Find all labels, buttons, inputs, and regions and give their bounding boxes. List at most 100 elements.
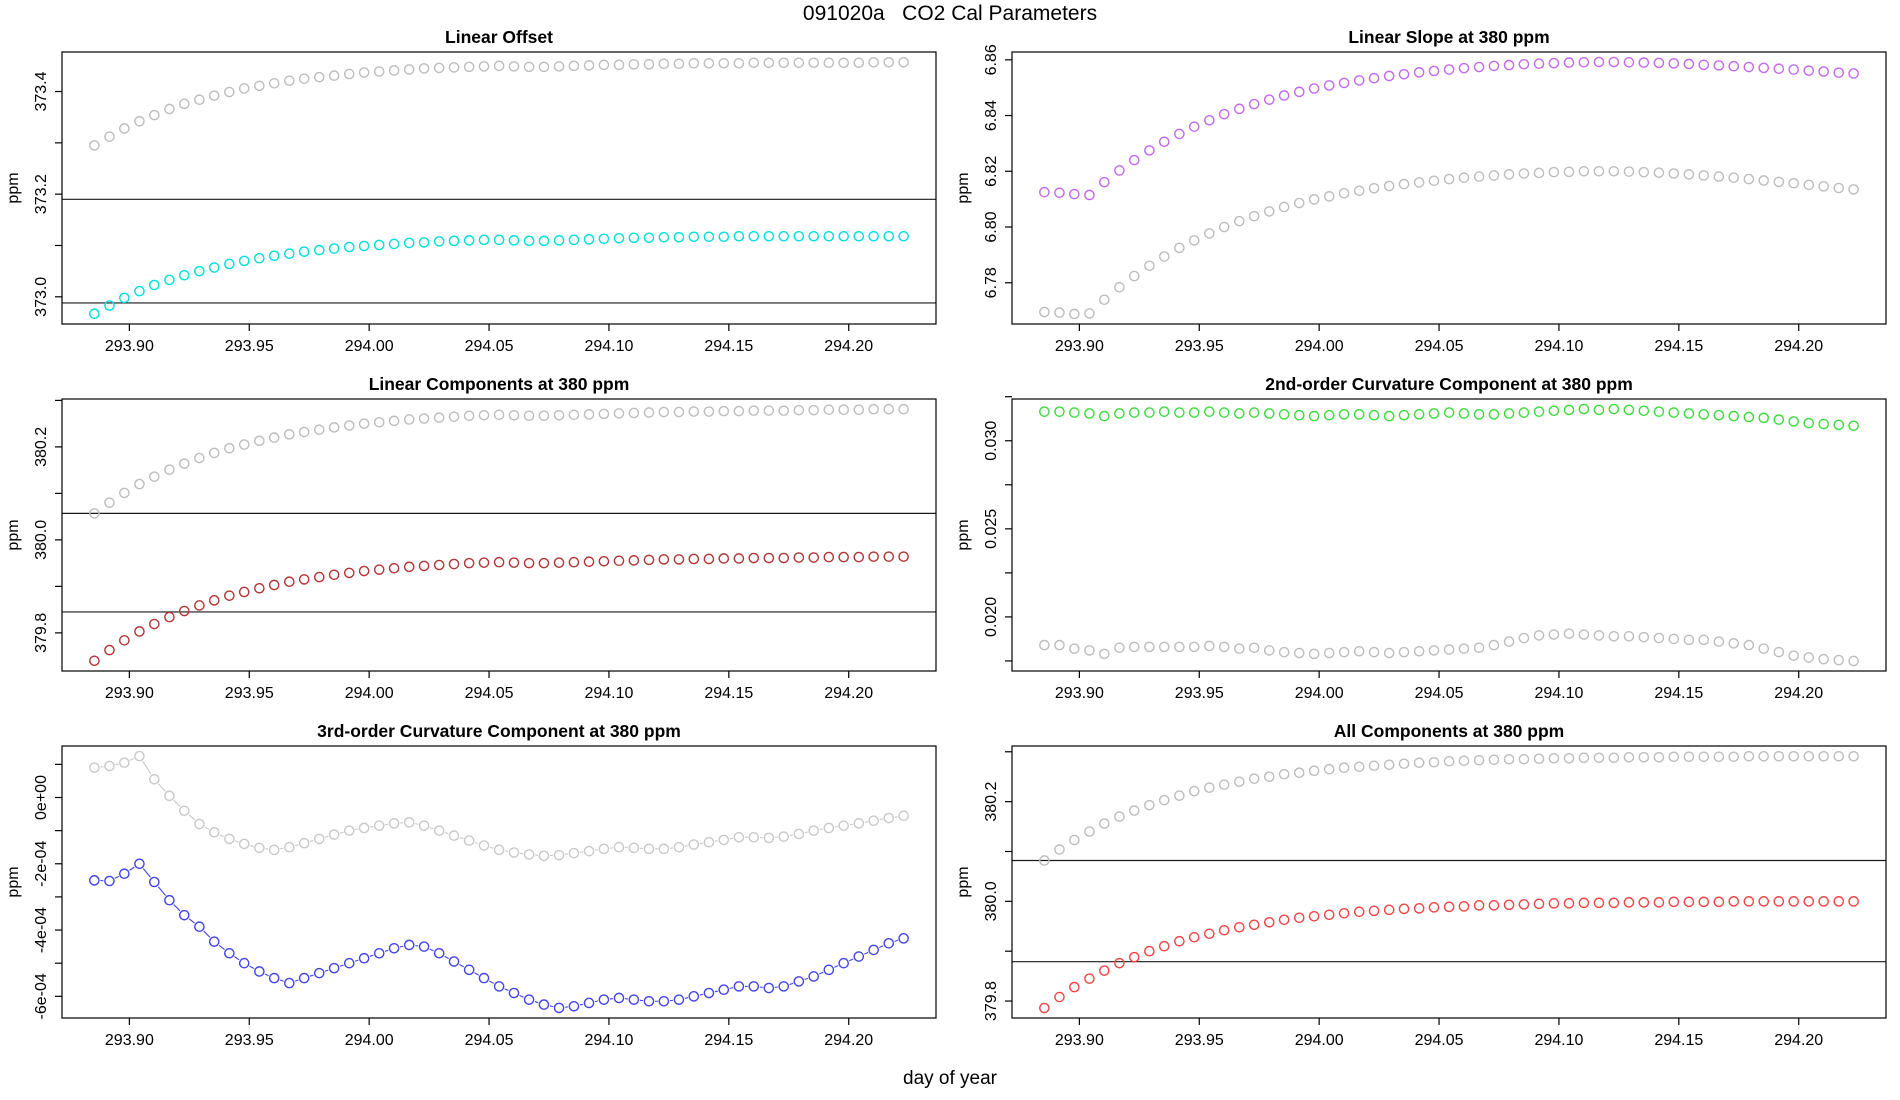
data-point: [1293, 409, 1305, 421]
data-point: [1398, 903, 1410, 915]
data-point: [1188, 785, 1200, 797]
x-tick-label: 294.20: [824, 685, 873, 702]
data-point: [388, 415, 400, 427]
data-point: [748, 552, 760, 564]
data-point: [1803, 179, 1815, 191]
x-tick-label: 294.00: [1295, 685, 1344, 702]
data-point: [763, 982, 775, 994]
data-point: [1848, 420, 1859, 432]
data-point: [1039, 1002, 1050, 1014]
data-point: [733, 831, 745, 843]
data-point: [1368, 182, 1380, 194]
data-point: [553, 61, 565, 72]
data-point: [1069, 834, 1080, 846]
data-point: [1054, 406, 1065, 417]
series-segment: [864, 951, 869, 955]
data-point: [268, 579, 280, 591]
data-point: [823, 964, 835, 976]
data-point: [1743, 639, 1755, 651]
data-point: [1428, 65, 1440, 77]
data-point: [149, 876, 160, 888]
data-point: [1144, 145, 1155, 156]
data-point: [1084, 826, 1095, 837]
series-segment: [505, 850, 509, 852]
data-point: [1503, 899, 1515, 911]
data-point: [898, 551, 909, 562]
data-point: [493, 556, 505, 568]
data-point: [388, 942, 400, 954]
data-point: [433, 412, 445, 423]
data-point: [508, 847, 520, 858]
data-point: [853, 818, 865, 829]
data-point: [1548, 629, 1560, 640]
data-point: [808, 230, 820, 242]
data-point: [718, 553, 730, 564]
data-point: [134, 478, 145, 490]
x-tick-label: 294.10: [1534, 1032, 1583, 1049]
data-point: [1833, 182, 1845, 194]
data-point: [1278, 646, 1290, 658]
data-point: [1638, 405, 1650, 417]
data-point: [838, 404, 849, 415]
data-point: [1833, 654, 1845, 666]
data-point: [1218, 407, 1230, 418]
data-point: [1623, 404, 1635, 416]
data-point: [1443, 901, 1455, 913]
data-point: [1398, 68, 1410, 80]
data-point: [1698, 896, 1710, 908]
data-point: [238, 439, 250, 450]
data-point: [343, 957, 355, 969]
data-point: [178, 605, 190, 617]
data-point: [1413, 645, 1425, 657]
data-point: [643, 995, 655, 1007]
data-point: [1623, 751, 1635, 763]
data-point: [1353, 75, 1365, 86]
data-point: [194, 818, 205, 830]
data-point: [1503, 408, 1515, 419]
data-point: [568, 556, 580, 568]
data-point: [1473, 61, 1485, 73]
series-segment: [234, 956, 240, 961]
y-axis: 373.0 373.2 373.4: [33, 71, 62, 317]
series-segment: [295, 844, 299, 847]
x-tick-label: 294.15: [1654, 685, 1703, 702]
data-point: [1443, 64, 1455, 75]
data-point: [793, 230, 805, 242]
data-point: [224, 86, 235, 98]
panel-title: All Components at 380 ppm: [1334, 721, 1564, 741]
data-point: [1114, 408, 1125, 419]
data-point: [1773, 63, 1785, 75]
data-point: [1368, 72, 1380, 84]
x-tick-label: 293.90: [1055, 338, 1104, 355]
data-point: [1683, 634, 1695, 646]
data-point: [1428, 408, 1440, 419]
data-point: [1818, 653, 1829, 665]
data-point: [883, 403, 895, 415]
data-point: [1668, 633, 1680, 645]
data-point: [238, 957, 250, 969]
data-point: [793, 57, 805, 69]
data-point: [1758, 62, 1770, 74]
series-segment: [115, 763, 119, 766]
panel-title: Linear Components at 380 ppm: [369, 374, 630, 394]
data-point: [448, 956, 460, 967]
data-point: [1608, 165, 1620, 177]
series-segment: [804, 831, 808, 834]
series-segment: [369, 954, 374, 957]
data-point: [1593, 752, 1605, 764]
data-point: [838, 957, 849, 969]
data-point: [1713, 60, 1725, 71]
data-point: [493, 234, 505, 246]
data-point: [373, 416, 385, 428]
data-point: [1593, 630, 1605, 641]
x-tick-label: 294.00: [345, 1032, 394, 1049]
data-point: [868, 944, 879, 956]
data-point: [238, 83, 250, 94]
y-tick-label: 379.8: [33, 613, 50, 653]
data-point: [673, 841, 685, 853]
data-point: [254, 966, 265, 977]
series-segment: [203, 930, 211, 938]
data-point: [1458, 408, 1470, 419]
data-point: [149, 618, 160, 630]
data-point: [1563, 752, 1575, 764]
